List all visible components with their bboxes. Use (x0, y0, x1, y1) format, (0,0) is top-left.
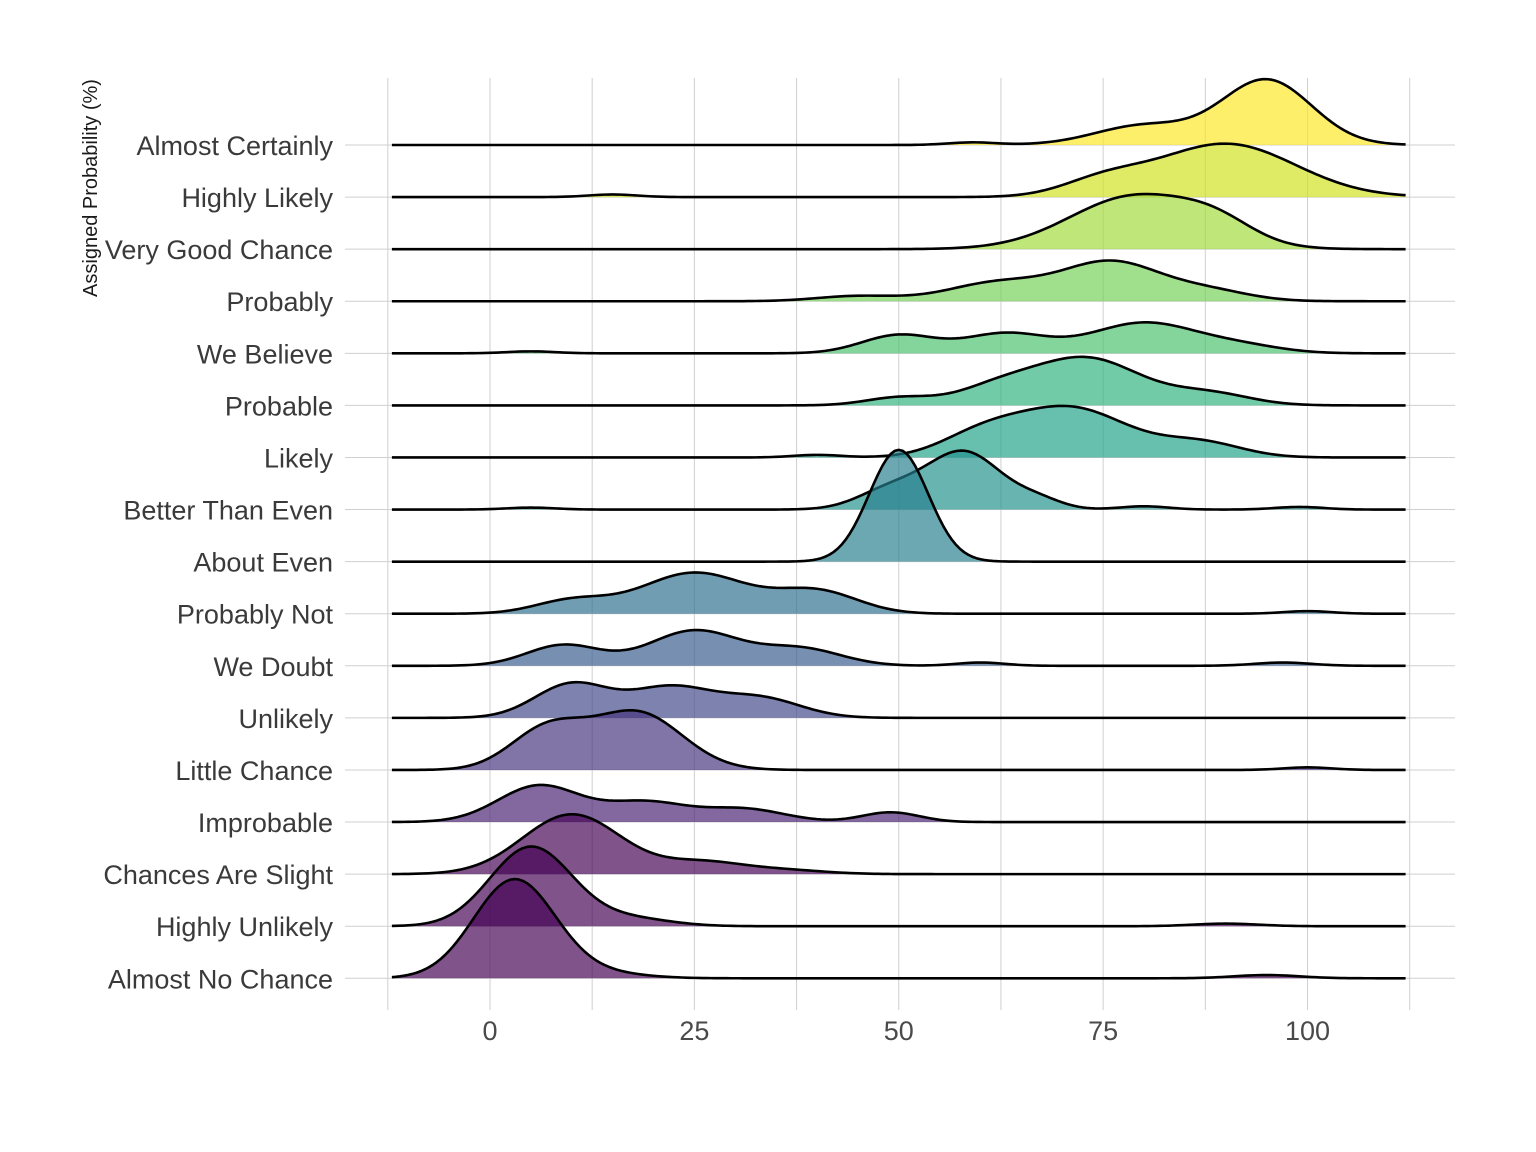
category-label: Almost Certainly (136, 131, 333, 161)
ridge-area (391, 405, 1406, 458)
category-label: Probably (226, 287, 333, 317)
ridge-outline (391, 812, 1406, 876)
ridge-outline (391, 192, 1406, 251)
x-axis-ticks: 0 25 50 75 100 (482, 1016, 1330, 1046)
ridge-series (391, 321, 1406, 355)
ridge-outline (391, 628, 1406, 668)
category-label: Better Than Even (123, 496, 333, 526)
ridge-outline (391, 571, 1406, 616)
ridge-series (391, 259, 1406, 303)
ridge-series (391, 708, 1406, 772)
ridge-series (391, 77, 1406, 147)
ridge-series (391, 812, 1406, 876)
ridge-series (391, 355, 1406, 407)
category-label: Very Good Chance (105, 235, 333, 265)
ridge-outline (391, 448, 1406, 563)
ridge-area (391, 814, 1406, 875)
category-label: Probable (225, 391, 333, 421)
ridge-outline (391, 708, 1406, 772)
ridge-area (391, 784, 1406, 823)
ridge-area (391, 630, 1406, 666)
ridge-area (391, 710, 1406, 770)
ridge-outline (391, 877, 1406, 980)
ridge-series (391, 571, 1406, 616)
category-label: Little Chance (175, 756, 333, 786)
ridge-area (391, 879, 1406, 979)
ridge-area (391, 79, 1406, 145)
category-label: Unlikely (238, 704, 333, 734)
ridge-area (391, 356, 1406, 406)
category-label: About Even (193, 548, 333, 578)
ridge-series (391, 628, 1406, 668)
ridge-area (391, 682, 1406, 718)
ridge-outline (391, 77, 1406, 147)
ridge-outline (391, 355, 1406, 407)
category-label: Improbable (198, 808, 333, 838)
category-label: Chances Are Slight (103, 860, 333, 890)
category-label: Probably Not (177, 600, 334, 630)
ridge-area (391, 572, 1406, 614)
x-tick-label: 0 (482, 1016, 497, 1046)
ridge-outline (391, 680, 1406, 720)
ridge-series (391, 783, 1406, 824)
ridge-area (391, 449, 1406, 562)
category-label: We Believe (197, 339, 333, 369)
ridge-outline (391, 321, 1406, 355)
ridge-outline (391, 142, 1406, 199)
ridge-outline (391, 259, 1406, 303)
x-tick-label: 100 (1285, 1016, 1330, 1046)
ridge-series (391, 680, 1406, 720)
ridge-series (391, 142, 1406, 199)
category-label: Likely (264, 443, 334, 473)
x-tick-label: 75 (1088, 1016, 1118, 1046)
category-label: Almost No Chance (108, 964, 333, 994)
ridge-layer (391, 77, 1406, 980)
ridge-area (391, 143, 1406, 198)
x-tick-label: 50 (884, 1016, 914, 1046)
ridge-outline (391, 783, 1406, 824)
category-labels: Almost Certainly Highly Likely Very Good C… (103, 131, 333, 994)
ridge-series (391, 448, 1406, 563)
category-label: We Doubt (213, 652, 333, 682)
ridge-series (391, 877, 1406, 980)
ridge-series (391, 192, 1406, 251)
x-tick-label: 25 (679, 1016, 709, 1046)
y-axis-title: Assigned Probability (%) (80, 79, 102, 297)
category-label: Highly Unlikely (156, 912, 334, 942)
category-label: Highly Likely (181, 183, 333, 213)
ridge-outline (391, 845, 1406, 928)
ridge-area (391, 194, 1406, 250)
ridge-area (391, 322, 1406, 354)
